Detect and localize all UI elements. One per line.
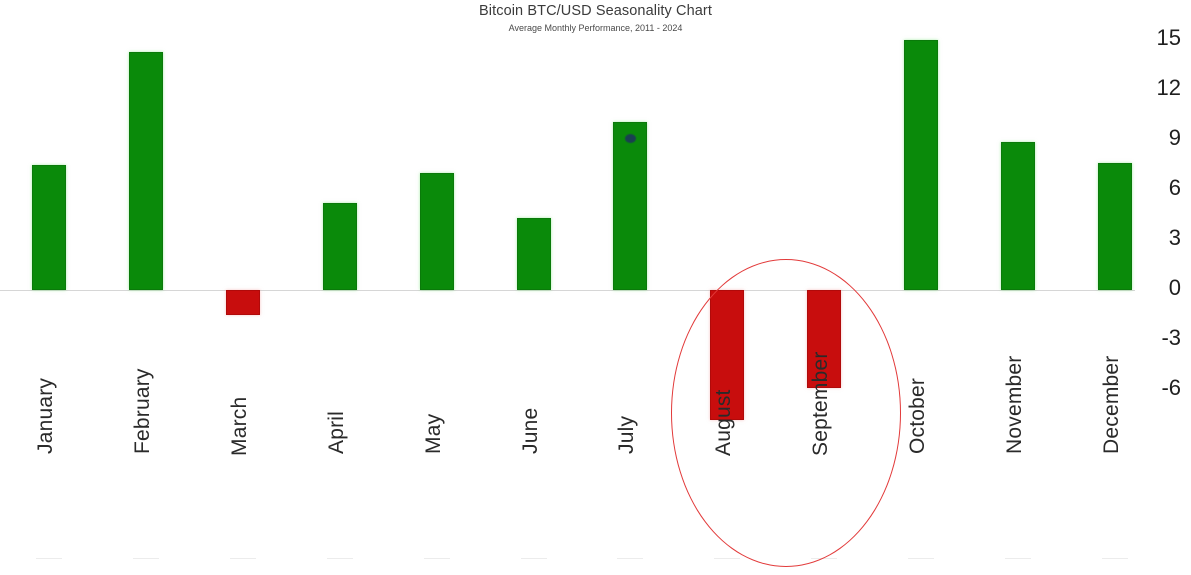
x-axis-tick <box>132 558 159 559</box>
july-point-marker-icon <box>625 134 637 144</box>
bar-october[interactable] <box>904 40 939 290</box>
y-axis-tick-label: 9 <box>1168 125 1181 150</box>
x-axis-label-november: November <box>1003 355 1026 454</box>
x-axis-label-october: October <box>906 377 930 454</box>
y-axis-tick-label: 15 <box>1156 25 1181 50</box>
y-axis-tick-label: 3 <box>1168 225 1181 250</box>
y-axis-tick-label: 6 <box>1168 175 1181 200</box>
bar-july[interactable] <box>613 121 648 290</box>
x-axis-label-july: July <box>615 415 639 454</box>
bar-january[interactable] <box>32 165 66 290</box>
bar-june[interactable] <box>516 218 551 290</box>
x-axis-label-may: May <box>421 413 445 454</box>
x-axis-tick <box>423 558 450 559</box>
plot-area: January February March April May June July Augu… <box>0 40 1135 559</box>
x-axis-tick <box>520 558 547 559</box>
x-axis-tick <box>908 558 935 559</box>
weak-season-ellipse-annotation <box>671 259 901 567</box>
bar-april[interactable] <box>322 203 357 290</box>
x-axis-tick <box>811 558 838 559</box>
bar-december[interactable] <box>1097 163 1132 290</box>
x-axis-tick <box>36 558 62 559</box>
x-axis-label-june: June <box>518 407 542 454</box>
x-axis-tick <box>229 558 256 559</box>
y-axis-tick-label: -3 <box>1161 325 1181 350</box>
y-axis: 15 12 9 6 3 0 -3 -6 <box>1135 0 1191 575</box>
x-axis-label-january: January <box>34 377 57 454</box>
x-axis-tick <box>326 558 353 559</box>
x-axis-label-february: February <box>130 368 154 454</box>
bar-may[interactable] <box>419 173 454 290</box>
x-axis-tick <box>617 558 644 559</box>
x-axis-tick <box>714 558 741 559</box>
y-axis-tick-label: 12 <box>1156 75 1181 100</box>
x-axis-label-march: March <box>227 396 251 456</box>
x-axis-tick <box>1101 558 1128 559</box>
x-axis-label-april: April <box>324 410 348 454</box>
y-axis-tick-label: 0 <box>1168 275 1181 300</box>
bar-november[interactable] <box>1001 141 1035 290</box>
zero-line <box>0 290 1135 291</box>
y-axis-tick-label: -6 <box>1161 375 1181 400</box>
x-axis-label-december: December <box>1099 355 1123 454</box>
bar-march[interactable] <box>225 290 260 315</box>
x-axis-tick <box>1005 558 1031 559</box>
bar-february[interactable] <box>128 51 163 290</box>
